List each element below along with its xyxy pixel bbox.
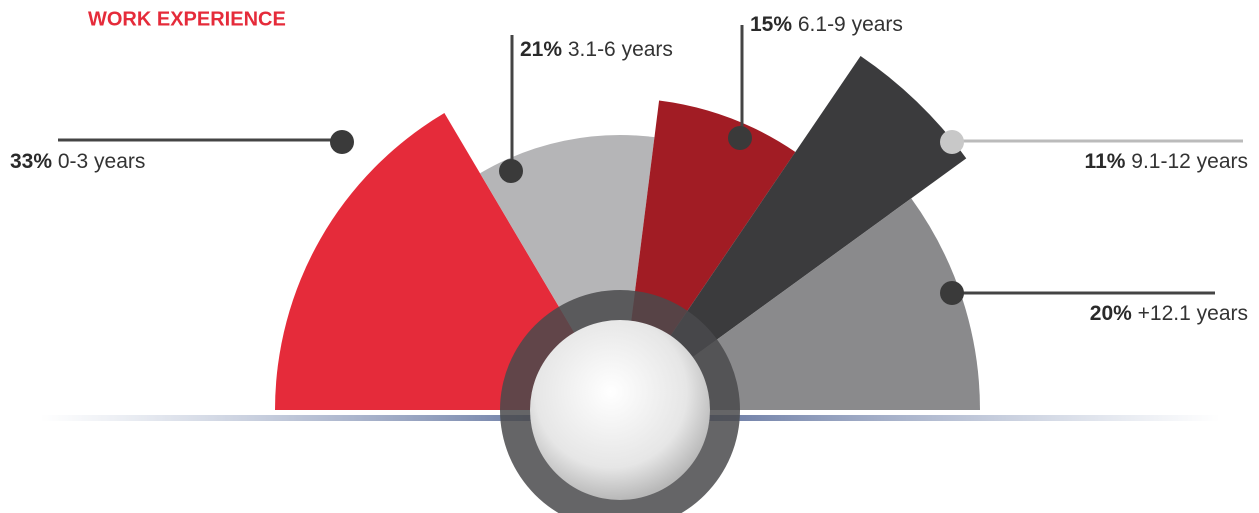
value-label: 33% [10, 150, 52, 173]
leader-dot [330, 130, 354, 154]
chart-title: WORK EXPERIENCE [88, 8, 286, 30]
chart: WORK EXPERIENCE 33% 0-3 years 21% 3.1-6 y… [0, 0, 1259, 513]
leader-dot [499, 159, 523, 183]
slice-label: 11% 9.1-12 years [1085, 150, 1248, 173]
category-label: 6.1-9 years [798, 13, 903, 36]
slice-label: 15% 6.1-9 years [750, 13, 903, 36]
category-label: 9.1-12 years [1131, 150, 1248, 173]
slice-label: 21% 3.1-6 years [520, 38, 673, 61]
category-label: +12.1 years [1138, 302, 1248, 325]
leader-dot [940, 281, 964, 305]
value-label: 11% [1085, 150, 1126, 173]
slice-label: 33% 0-3 years [10, 150, 145, 173]
leader-dot [728, 126, 752, 150]
value-label: 21% [520, 38, 562, 61]
slice-label: 20% +12.1 years [1090, 302, 1248, 325]
value-label: 15% [750, 13, 792, 36]
category-label: 0-3 years [58, 150, 146, 173]
hub [530, 320, 710, 500]
page: WORK EXPERIENCE 33% 0-3 years 21% 3.1-6 y… [0, 0, 1259, 513]
category-label: 3.1-6 years [568, 38, 673, 61]
leader-dot [940, 130, 964, 154]
value-label: 20% [1090, 302, 1132, 325]
